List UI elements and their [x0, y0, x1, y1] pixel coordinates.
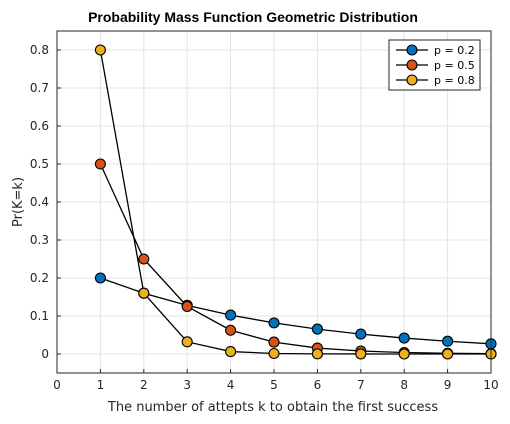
- series-1-point: [398, 332, 410, 344]
- series-1-point: [355, 328, 367, 340]
- y-tick-label: 0.6: [30, 119, 49, 133]
- x-tick-label: 0: [53, 378, 61, 392]
- series-1-point: [225, 309, 237, 321]
- legend-label: p = 0.8: [434, 74, 475, 87]
- series-3-point: [398, 348, 410, 360]
- x-tick-label: 2: [140, 378, 148, 392]
- y-axis-label: Pr(K=k): [11, 177, 26, 227]
- legend-marker: [406, 44, 418, 56]
- series-3-point: [138, 287, 150, 299]
- series-1-point: [268, 317, 280, 329]
- legend-label: p = 0.2: [434, 44, 475, 57]
- y-tick-label: 0: [41, 347, 49, 361]
- series-3-point: [181, 336, 193, 348]
- series-2-point: [268, 336, 280, 348]
- y-tick-label: 0.3: [30, 233, 49, 247]
- series-3-point: [225, 346, 237, 358]
- x-tick-label: 6: [314, 378, 322, 392]
- x-tick-label: 10: [483, 378, 498, 392]
- chart-title: Probability Mass Function Geometric Dist…: [88, 9, 418, 25]
- series-2-point: [138, 253, 150, 265]
- y-tick-label: 0.2: [30, 271, 49, 285]
- series-2-point: [181, 300, 193, 313]
- series-1-point: [94, 272, 106, 284]
- series-2-point: [94, 158, 106, 170]
- x-tick-label: 1: [97, 378, 105, 392]
- x-tick-label: 8: [400, 378, 408, 392]
- y-axis-ticks: 0 0.1 0.2 0.3 0.4 0.5 0.6 0.7 0.8: [30, 43, 61, 361]
- series-line-1: [100, 277, 492, 345]
- x-axis-ticks: 0 1 2 3 4 5 6 7 8 9 10: [53, 369, 499, 392]
- x-tick-label: 7: [357, 378, 365, 392]
- series-3-point: [442, 348, 454, 360]
- legend-box: [388, 39, 481, 91]
- legend-marker: [406, 59, 418, 71]
- x-tick-label: 4: [227, 378, 235, 392]
- series-3-point: [311, 348, 323, 360]
- x-tick-label: 9: [444, 378, 452, 392]
- x-tick-label: 3: [183, 378, 191, 392]
- y-tick-label: 0.8: [30, 43, 49, 57]
- y-tick-label: 0.4: [30, 195, 49, 209]
- legend-label: p = 0.5: [434, 59, 475, 72]
- legend-marker: [406, 74, 418, 86]
- legend: p = 0.2 p = 0.5 p = 0.8: [388, 39, 481, 91]
- x-axis-label: The number of attepts k to obtain the fi…: [107, 400, 438, 415]
- series-3-point: [94, 44, 106, 56]
- y-tick-label: 0.1: [30, 309, 49, 323]
- y-tick-label: 0.5: [30, 157, 49, 171]
- series-2-point: [225, 324, 237, 336]
- series-line-3: [99, 49, 491, 355]
- series-line-2: [99, 163, 492, 355]
- series-3-point: [268, 347, 280, 360]
- x-tick-label: 5: [270, 378, 278, 392]
- series-1-point: [442, 335, 454, 347]
- series-lines: [99, 49, 492, 355]
- series-markers: [94, 44, 497, 360]
- y-tick-label: 0.7: [30, 81, 49, 95]
- series-3-point: [355, 348, 367, 360]
- series-1-point: [311, 323, 323, 335]
